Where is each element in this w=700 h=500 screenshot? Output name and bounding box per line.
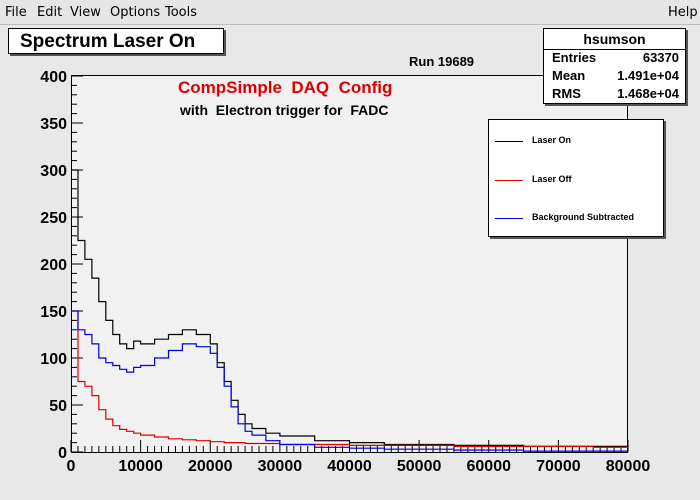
menu-tools[interactable]: Tools bbox=[165, 5, 198, 20]
x-tick-label: 20000 bbox=[188, 458, 233, 475]
y-tick-label: 100 bbox=[40, 351, 67, 368]
y-tick-label: 400 bbox=[40, 69, 67, 86]
legend[interactable]: Laser On Laser Off Background Subtracted bbox=[488, 119, 664, 237]
y-tick-label: 0 bbox=[58, 445, 67, 462]
stats-box[interactable]: hsumson Entries 63370 Mean 1.491e+04 RMS… bbox=[543, 28, 686, 104]
menu-options[interactable]: Options bbox=[110, 5, 161, 20]
menu-file[interactable]: File bbox=[5, 5, 27, 20]
x-tick-label: 40000 bbox=[327, 458, 372, 475]
series-lines bbox=[71, 169, 629, 452]
title-box[interactable]: Spectrum Laser On bbox=[8, 28, 224, 54]
legend-swatch bbox=[495, 180, 523, 181]
legend-entry-background-subtracted: Background Subtracted bbox=[495, 212, 660, 226]
menu-help[interactable]: Help bbox=[668, 5, 698, 20]
stats-name: hsumson bbox=[544, 29, 685, 50]
x-tick-label: 30000 bbox=[258, 458, 303, 475]
y-tick-label: 250 bbox=[40, 210, 67, 227]
x-tick-label: 70000 bbox=[536, 458, 581, 475]
x-tick-label: 10000 bbox=[118, 458, 163, 475]
menu-bar: File Edit View Options Tools Help bbox=[0, 0, 700, 25]
config-note: CompSimple DAQ Config bbox=[178, 78, 393, 97]
legend-label: Laser Off bbox=[532, 174, 572, 184]
menu-view[interactable]: View bbox=[70, 5, 101, 20]
x-tick-label: 60000 bbox=[467, 458, 512, 475]
y-tick-label: 300 bbox=[40, 163, 67, 180]
x-tick-label: 80000 bbox=[606, 458, 651, 475]
legend-entry-laser-on: Laser On bbox=[495, 135, 660, 149]
stats-row-mean: Mean 1.491e+04 bbox=[552, 68, 679, 86]
y-tick-label: 350 bbox=[40, 116, 67, 133]
legend-label: Background Subtracted bbox=[532, 212, 635, 222]
legend-entry-laser-off: Laser Off bbox=[495, 174, 660, 188]
menu-edit[interactable]: Edit bbox=[37, 5, 63, 20]
x-tick-label: 50000 bbox=[397, 458, 442, 475]
y-tick-label: 50 bbox=[49, 398, 67, 415]
y-tick-label: 200 bbox=[40, 257, 67, 274]
trigger-note: with Electron trigger for FADC bbox=[180, 102, 389, 118]
stats-row-rms: RMS 1.468e+04 bbox=[552, 86, 679, 104]
axes: 0 50 100 150 200 250 300 350 400 0 10000 20000 30000… bbox=[40, 69, 650, 475]
series-laser-off bbox=[71, 310, 628, 448]
y-tick-label: 150 bbox=[40, 304, 67, 321]
stats-key: Mean bbox=[552, 68, 586, 83]
stats-value: 1.491e+04 bbox=[617, 68, 679, 83]
series-laser-on bbox=[71, 169, 629, 448]
stats-row-entries: Entries 63370 bbox=[552, 50, 679, 68]
stats-value: 1.468e+04 bbox=[617, 86, 679, 101]
stats-value: 63370 bbox=[642, 50, 679, 65]
series-background-subtracted bbox=[71, 310, 628, 452]
legend-label: Laser On bbox=[532, 135, 572, 145]
stats-key: Entries bbox=[552, 50, 597, 65]
legend-swatch bbox=[495, 141, 523, 142]
plot-title: Spectrum Laser On bbox=[20, 31, 196, 52]
legend-swatch bbox=[495, 218, 523, 219]
stats-key: RMS bbox=[552, 86, 581, 101]
x-tick-label: 0 bbox=[67, 458, 76, 475]
run-label: Run 19689 bbox=[409, 54, 475, 69]
